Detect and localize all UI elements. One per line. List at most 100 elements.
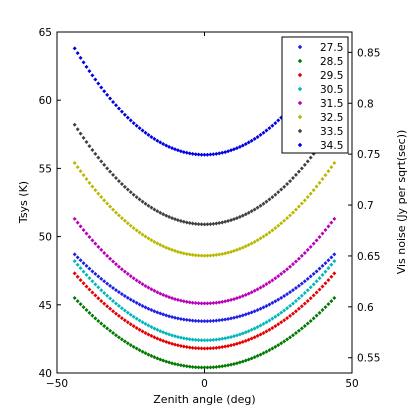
y2-tick-label: 0.7 bbox=[357, 200, 374, 212]
data-point bbox=[329, 255, 334, 260]
data-point bbox=[140, 232, 145, 237]
data-point bbox=[158, 242, 163, 247]
data-point bbox=[296, 283, 301, 288]
data-point bbox=[175, 249, 180, 254]
data-point bbox=[131, 324, 136, 329]
data-point bbox=[155, 310, 160, 315]
data-point bbox=[252, 136, 257, 141]
data-point bbox=[237, 360, 242, 365]
data-point bbox=[184, 150, 189, 155]
data-point bbox=[152, 326, 157, 331]
data-point bbox=[72, 252, 77, 257]
data-point bbox=[96, 155, 101, 160]
data-point bbox=[161, 244, 166, 249]
data-point bbox=[214, 318, 219, 323]
data-point bbox=[220, 220, 225, 225]
data-point bbox=[276, 297, 281, 302]
data-point bbox=[249, 241, 254, 246]
data-point bbox=[208, 152, 213, 157]
data-point bbox=[72, 295, 77, 300]
data-point bbox=[164, 245, 169, 250]
series-27.5 bbox=[72, 252, 337, 324]
data-point bbox=[164, 143, 169, 148]
data-point bbox=[261, 321, 266, 326]
data-point bbox=[131, 276, 136, 281]
data-point bbox=[293, 172, 298, 177]
data-point bbox=[140, 128, 145, 133]
x-tick-label: 0 bbox=[201, 378, 208, 390]
data-point bbox=[140, 282, 145, 287]
data-point bbox=[170, 216, 175, 221]
data-point bbox=[78, 258, 83, 263]
data-point bbox=[246, 291, 251, 296]
data-point bbox=[317, 310, 322, 315]
data-point bbox=[184, 336, 189, 341]
data-point bbox=[276, 274, 281, 279]
data-point bbox=[137, 348, 142, 353]
data-point bbox=[93, 282, 98, 287]
data-point bbox=[81, 60, 86, 65]
data-point bbox=[214, 364, 219, 369]
data-point bbox=[99, 247, 104, 252]
data-point bbox=[232, 147, 236, 152]
data-point bbox=[211, 301, 216, 306]
data-point bbox=[146, 236, 151, 241]
data-point bbox=[190, 300, 195, 305]
data-point bbox=[208, 319, 213, 324]
data-point bbox=[125, 115, 130, 120]
data-point bbox=[226, 316, 231, 321]
data-point bbox=[149, 307, 154, 312]
data-point bbox=[193, 346, 198, 351]
data-point bbox=[164, 359, 169, 364]
data-point bbox=[223, 299, 228, 304]
data-point bbox=[158, 329, 163, 334]
data-point bbox=[102, 250, 107, 255]
data-point bbox=[137, 126, 142, 131]
data-point bbox=[291, 301, 295, 306]
data-point bbox=[314, 184, 319, 189]
data-point bbox=[128, 322, 133, 327]
data-point bbox=[252, 288, 257, 293]
data-point bbox=[187, 300, 192, 305]
series-32.5 bbox=[72, 160, 337, 258]
data-point bbox=[246, 329, 251, 334]
data-point bbox=[146, 132, 151, 137]
data-point bbox=[279, 295, 284, 300]
data-point bbox=[72, 160, 77, 165]
data-point bbox=[175, 297, 180, 302]
data-point bbox=[332, 259, 337, 264]
data-point bbox=[291, 311, 295, 316]
data-point bbox=[119, 109, 124, 114]
data-point bbox=[261, 283, 266, 288]
data-point bbox=[288, 264, 293, 269]
data-point bbox=[314, 269, 319, 274]
data-point bbox=[220, 251, 225, 256]
data-point bbox=[199, 319, 204, 324]
data-point bbox=[105, 293, 110, 298]
data-point bbox=[323, 228, 328, 233]
data-point bbox=[199, 253, 204, 258]
data-point bbox=[237, 214, 242, 219]
data-point bbox=[246, 337, 251, 342]
data-point bbox=[302, 301, 307, 306]
data-point bbox=[252, 239, 257, 244]
data-point bbox=[320, 308, 325, 313]
data-point bbox=[267, 280, 272, 285]
data-point bbox=[243, 338, 248, 343]
data-point bbox=[137, 327, 142, 332]
data-point bbox=[264, 282, 269, 287]
data-point bbox=[90, 148, 95, 153]
data-point bbox=[237, 144, 242, 149]
data-point bbox=[320, 231, 325, 236]
data-point bbox=[305, 298, 310, 303]
data-point bbox=[246, 242, 251, 247]
data-point bbox=[84, 284, 89, 289]
data-point bbox=[134, 123, 139, 128]
data-point bbox=[308, 296, 313, 301]
data-point bbox=[161, 212, 166, 217]
data-point bbox=[285, 267, 290, 272]
data-point bbox=[93, 188, 98, 193]
data-point bbox=[302, 279, 307, 284]
data-point bbox=[178, 219, 183, 224]
data-point bbox=[170, 314, 175, 319]
